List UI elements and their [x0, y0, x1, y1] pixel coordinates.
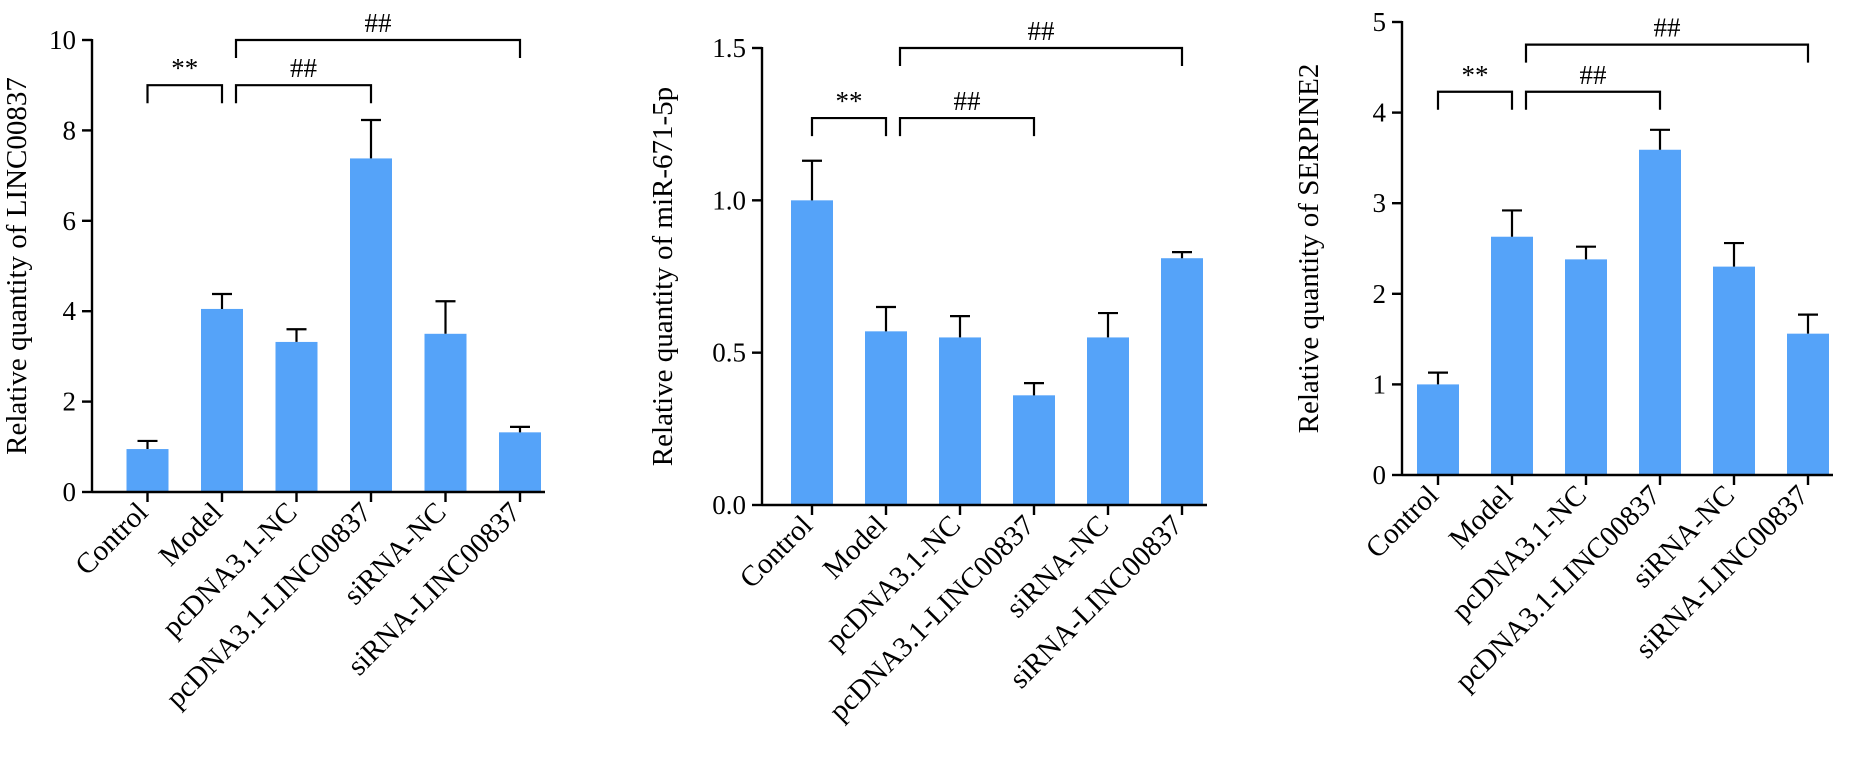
bar-1: [865, 331, 907, 505]
y-tick-label-0: 0: [1373, 460, 1387, 490]
y-tick-label-2: 1.0: [712, 185, 746, 215]
y-tick-label-4: 8: [63, 115, 77, 145]
bar-0: [1417, 384, 1459, 475]
error-bar-0: [137, 439, 158, 450]
bar-5: [1161, 258, 1203, 505]
significance-label-1: ##: [290, 53, 318, 83]
error-bar-2: [950, 315, 970, 338]
error-bar-3: [1024, 382, 1044, 396]
error-bar-4: [1724, 241, 1744, 267]
bar-1: [201, 308, 243, 492]
bar-2: [1565, 259, 1607, 475]
error-bar-4: [1098, 311, 1118, 338]
category-label-0: Control: [1360, 479, 1445, 564]
bar-5: [1787, 333, 1829, 475]
bar-2: [275, 341, 318, 492]
error-bar-3: [361, 118, 381, 159]
y-tick-label-2: 4: [63, 296, 77, 326]
bar-0: [126, 449, 169, 492]
significance-bracket-0: [146, 84, 224, 104]
error-bar-3: [1650, 128, 1670, 150]
error-bar-1: [1502, 209, 1522, 237]
significance-bracket-2: [898, 46, 1184, 66]
y-tick-label-0: 0.0: [712, 490, 746, 520]
bar-5: [499, 432, 541, 492]
bar-4: [1713, 266, 1755, 475]
significance-label-0: **: [1462, 60, 1489, 90]
significance-bracket-1: [234, 84, 373, 104]
bar-4: [1087, 337, 1129, 505]
y-axis-label: Relative quantity of miR-671-5p: [647, 87, 679, 466]
y-tick-label-1: 1: [1373, 369, 1387, 399]
significance-bracket-2: [234, 38, 522, 58]
significance-bracket-2: [1524, 43, 1810, 63]
significance-bracket-0: [1436, 90, 1514, 110]
y-tick-label-3: 1.5: [712, 33, 746, 63]
y-tick-label-5: 10: [49, 25, 76, 55]
error-bar-0: [1428, 371, 1448, 385]
y-tick-label-1: 2: [63, 387, 77, 417]
y-tick-label-4: 4: [1373, 98, 1387, 128]
significance-bracket-1: [898, 116, 1036, 137]
significance-label-1: ##: [1580, 60, 1608, 90]
y-tick-label-0: 0: [63, 477, 77, 507]
error-bar-4: [435, 300, 456, 334]
bar-3: [1013, 395, 1055, 505]
error-bar-5: [1798, 313, 1818, 334]
chart-serpine2: 012345ControlModelpcDNA3.1-NCpcDNA3.1-LI…: [1293, 7, 1833, 697]
y-tick-label-2: 2: [1373, 279, 1387, 309]
significance-label-2: ##: [1654, 13, 1682, 43]
significance-label-2: ##: [365, 8, 393, 38]
significance-label-1: ##: [954, 86, 982, 116]
bar-2: [939, 337, 981, 505]
error-bar-2: [286, 328, 307, 342]
chart-linc00837: 0246810ControlModelpcDNA3.1-NCpcDNA3.1-L…: [1, 8, 545, 714]
significance-label-0: **: [171, 53, 198, 83]
error-bar-5: [510, 425, 530, 433]
category-label-0: Control: [69, 496, 154, 581]
bar-3: [350, 158, 392, 492]
y-tick-label-5: 5: [1373, 7, 1387, 37]
error-bar-2: [1576, 245, 1596, 260]
y-tick-label-3: 3: [1373, 188, 1387, 218]
significance-label-2: ##: [1028, 16, 1056, 46]
error-bar-1: [876, 305, 896, 332]
chart-mir-671-5p: 0.00.51.01.5ControlModelpcDNA3.1-NCpcDNA…: [647, 16, 1207, 727]
error-bar-0: [802, 159, 822, 201]
y-tick-label-3: 6: [63, 206, 77, 236]
significance-label-0: **: [836, 86, 863, 116]
bar-3: [1639, 149, 1681, 475]
bar-4: [424, 333, 467, 492]
significance-bracket-0: [810, 116, 888, 137]
y-axis-label: Relative quantity of SERPINE2: [1293, 64, 1325, 434]
y-axis-label: Relative quantity of LINC00837: [1, 77, 33, 455]
significance-bracket-1: [1524, 90, 1662, 110]
error-bar-1: [212, 292, 232, 309]
category-label-0: Control: [734, 509, 819, 594]
bar-0: [791, 200, 833, 506]
error-bar-5: [1172, 251, 1192, 259]
y-tick-label-1: 0.5: [712, 338, 746, 368]
bar-1: [1491, 236, 1533, 475]
